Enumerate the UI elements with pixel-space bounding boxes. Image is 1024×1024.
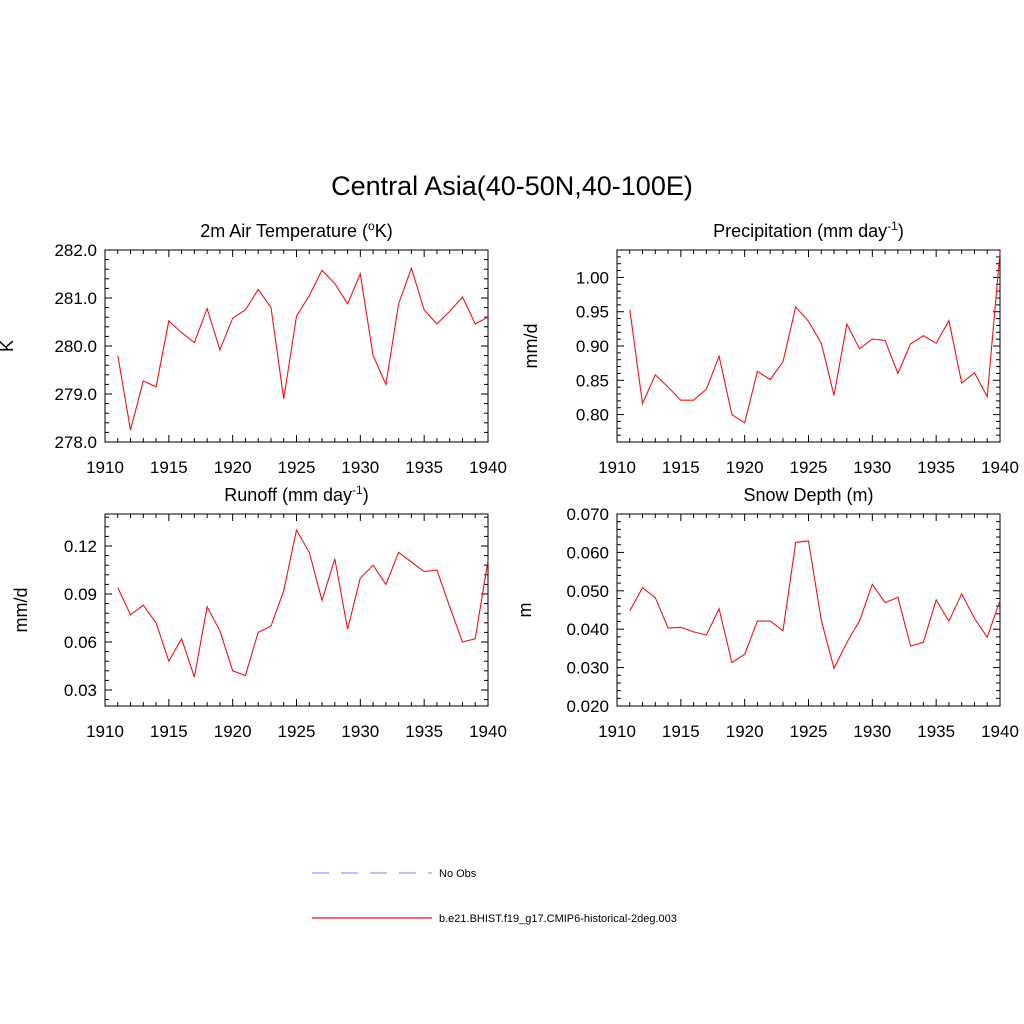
x-tick-label: 1940 xyxy=(981,458,1019,477)
plot-frame xyxy=(616,249,1001,443)
series-line xyxy=(629,540,1001,670)
x-tick-label: 1940 xyxy=(469,458,507,477)
legend-label: b.e21.BHIST.f19_g17.CMIP6-historical-2de… xyxy=(439,913,677,925)
panel-1: 2m Air Temperature (oK) 1910 1915 1920 1925 1… xyxy=(0,219,507,477)
y-tick-label: 278.0 xyxy=(54,433,97,452)
y-axis-label: m xyxy=(515,603,535,618)
panel-title-superscript: -1 xyxy=(887,219,898,233)
y-tick-label: 0.85 xyxy=(576,371,609,390)
panel-title: Snow Depth (m) xyxy=(743,485,873,505)
x-tick-label: 1930 xyxy=(341,722,379,741)
y-tick-label: 0.050 xyxy=(566,582,609,601)
panel-title: Runoff (mm day-1) xyxy=(224,483,368,505)
panel-4: Snow Depth (m) 1910 1915 1920 1925 1930 1935 19… xyxy=(515,485,1019,741)
panels-group: 2m Air Temperature (oK)1910 1915 1920 1925 1… xyxy=(0,219,1019,741)
x-tick-label: 1910 xyxy=(598,458,636,477)
x-tick-label: 1930 xyxy=(853,458,891,477)
series-line xyxy=(629,252,1001,424)
x-tick-label: 1930 xyxy=(853,722,891,741)
x-tick-label: 1915 xyxy=(662,458,700,477)
y-tick-label: 0.12 xyxy=(64,537,97,556)
y-tick-label: 280.0 xyxy=(54,337,97,356)
panel-2: Precipitation (mm day-1) 1910 1915 1920 1925… xyxy=(521,219,1019,477)
y-tick-label: 0.03 xyxy=(64,681,97,700)
x-tick-label: 1925 xyxy=(278,722,316,741)
x-tick-label: 1935 xyxy=(917,458,955,477)
series-line xyxy=(117,528,489,678)
x-tick-label: 1925 xyxy=(790,722,828,741)
panel-title-text: Snow Depth (m) xyxy=(743,485,873,505)
x-tick-label: 1910 xyxy=(598,722,636,741)
panel-title-suffix: ) xyxy=(363,485,369,505)
panel-title-text: 2m Air Temperature ( xyxy=(200,221,368,241)
x-tick-label: 1935 xyxy=(405,458,443,477)
y-tick-label: 0.030 xyxy=(566,659,609,678)
y-tick-label: 0.09 xyxy=(64,585,97,604)
x-tick-label: 1915 xyxy=(662,722,700,741)
panel-title-superscript: -1 xyxy=(352,483,363,497)
x-tick-label: 1920 xyxy=(214,458,252,477)
y-tick-label: 279.0 xyxy=(54,385,97,404)
legend: No Obs b.e21.BHIST.f19_g17.CMIP6-historic… xyxy=(312,868,677,925)
x-tick-label: 1920 xyxy=(726,722,764,741)
x-tick-label: 1940 xyxy=(981,722,1019,741)
x-tick-label: 1915 xyxy=(150,722,188,741)
panel-title-text: Precipitation (mm day xyxy=(713,221,887,241)
x-tick-label: 1925 xyxy=(278,458,316,477)
x-tick-label: 1920 xyxy=(726,458,764,477)
panel-title-text: Runoff (mm day xyxy=(224,485,352,505)
x-tick-label: 1910 xyxy=(86,722,124,741)
panel-title-superscript: o xyxy=(368,219,375,233)
y-tick-label: 281.0 xyxy=(54,289,97,308)
x-tick-label: 1940 xyxy=(469,722,507,741)
plot-frame xyxy=(104,249,489,443)
x-tick-label: 1935 xyxy=(405,722,443,741)
y-axis-label: mm/d xyxy=(521,324,541,369)
y-tick-label: 0.060 xyxy=(566,543,609,562)
figure-title: Central Asia(40-50N,40-100E) xyxy=(331,171,693,201)
panel-title-suffix: ) xyxy=(898,221,904,241)
x-tick-label: 1910 xyxy=(86,458,124,477)
y-tick-label: 0.020 xyxy=(566,697,609,716)
y-tick-label: 0.070 xyxy=(566,505,609,524)
panel-3: Runoff (mm day-1) 1910 1915 1920 1925 1930 193… xyxy=(11,483,507,741)
plot-frame xyxy=(104,513,489,707)
x-tick-label: 1935 xyxy=(917,722,955,741)
y-tick-label: 0.06 xyxy=(64,633,97,652)
y-tick-label: 0.90 xyxy=(576,337,609,356)
y-tick-label: 0.95 xyxy=(576,303,609,322)
y-tick-label: 0.040 xyxy=(566,620,609,639)
series-line xyxy=(117,266,489,431)
x-tick-label: 1930 xyxy=(341,458,379,477)
panel-title-suffix: K) xyxy=(375,221,393,241)
y-tick-label: 282.0 xyxy=(54,241,97,260)
x-tick-label: 1920 xyxy=(214,722,252,741)
panel-title: Precipitation (mm day-1) xyxy=(713,219,904,241)
y-tick-label: 0.80 xyxy=(576,406,609,425)
x-tick-label: 1915 xyxy=(150,458,188,477)
x-tick-label: 1925 xyxy=(790,458,828,477)
panel-title: 2m Air Temperature (oK) xyxy=(200,219,392,241)
y-tick-label: 1.00 xyxy=(576,268,609,287)
y-axis-label: mm/d xyxy=(11,588,31,633)
y-axis-label: K xyxy=(0,340,17,352)
legend-label: No Obs xyxy=(439,868,477,880)
